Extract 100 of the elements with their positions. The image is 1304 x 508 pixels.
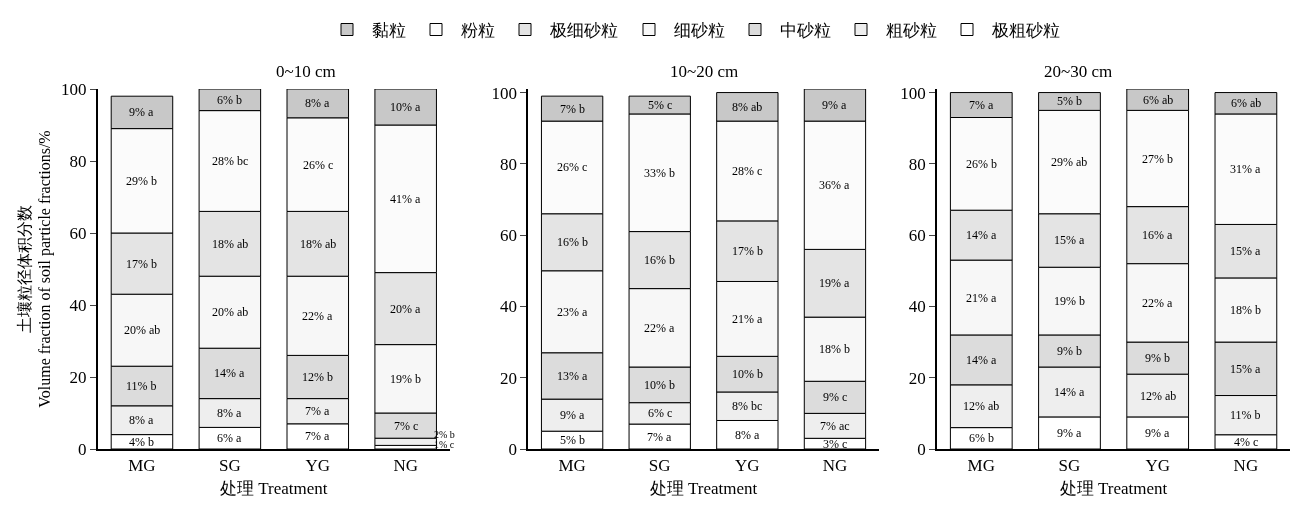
data-label: 18% b	[819, 342, 850, 356]
data-label: 41% a	[390, 192, 421, 206]
data-label: 10% a	[390, 100, 421, 114]
data-label: 9% c	[823, 390, 848, 404]
chart-title: 0~10 cm	[276, 62, 336, 81]
x-tick-label: MG	[967, 456, 995, 476]
y-tick-label: 40	[908, 297, 926, 317]
data-label: 11% b	[126, 379, 157, 393]
data-label: 14% a	[214, 366, 245, 380]
data-label: 18% ab	[300, 237, 337, 251]
data-label: 27% b	[1142, 152, 1173, 166]
data-label: 19% a	[819, 276, 850, 290]
y-tick-label: 20	[69, 367, 87, 387]
data-label: 10% b	[644, 378, 675, 392]
data-label: 26% c	[303, 158, 334, 172]
data-label: 29% b	[126, 174, 157, 188]
data-label: 12% ab	[1140, 389, 1177, 403]
data-label: 18% ab	[212, 237, 249, 251]
y-tick-label: 0	[508, 439, 517, 459]
data-label: 11% b	[1230, 408, 1261, 422]
x-tick-label: SG	[219, 456, 241, 476]
data-label: 8% a	[305, 96, 330, 110]
data-label: 8% ab	[732, 100, 763, 114]
data-label: 26% b	[966, 157, 997, 171]
y-tick-label: 0	[917, 439, 926, 459]
data-label: 21% a	[966, 291, 997, 305]
y-tick-label: 100	[900, 83, 926, 103]
data-label: 16% b	[557, 235, 588, 249]
data-label: 7% a	[969, 98, 994, 112]
data-label: 29% ab	[1051, 155, 1088, 169]
data-label: 20% ab	[124, 323, 161, 337]
data-label: 9% b	[1057, 344, 1082, 358]
data-label: 16% b	[644, 253, 675, 267]
data-label: 6% a	[217, 431, 242, 445]
legend-label: 极粗砂粒	[991, 21, 1060, 41]
y-tick-label: 80	[908, 154, 926, 174]
legend-label: 黏粒	[372, 21, 406, 41]
data-label: 21% a	[732, 312, 763, 326]
data-label: 31% a	[1230, 162, 1261, 176]
data-label: 4% c	[1234, 435, 1259, 449]
data-label: 9% a	[560, 408, 585, 422]
x-tick-label: YG	[735, 456, 760, 476]
data-label: 7% a	[647, 430, 672, 444]
x-axis-title: 处理 Treatment	[220, 479, 328, 499]
legend-label: 粗砂粒	[886, 21, 937, 41]
data-label: 19% b	[1054, 294, 1085, 308]
data-label: 5% b	[560, 433, 585, 447]
data-label: 6% ab	[1143, 93, 1174, 107]
data-label: 28% c	[732, 164, 763, 178]
x-tick-label: NG	[1233, 456, 1259, 476]
data-label: 4% b	[129, 435, 154, 449]
y-tick-label: 100	[491, 83, 517, 103]
data-label: 15% a	[1230, 244, 1261, 258]
data-label: 12% b	[302, 370, 333, 384]
data-label: 22% a	[302, 309, 333, 323]
data-label: 9% b	[1145, 351, 1170, 365]
y-tick-label: 40	[499, 297, 517, 317]
y-tick-label: 20	[499, 368, 517, 388]
y-tick-label: 60	[908, 226, 926, 246]
y-axis-title: 土壤粒径体积分数 Volume fraction of soil particle fractions/%	[15, 130, 55, 408]
data-label: 6% ab	[1231, 96, 1262, 110]
y-tick-label: 80	[499, 154, 517, 174]
data-label: 17% b	[126, 257, 157, 271]
data-label: 15% a	[1054, 233, 1085, 247]
chart-title: 20~30 cm	[1044, 62, 1113, 81]
data-label: 15% a	[1230, 362, 1261, 376]
y-tick-label: 40	[69, 295, 87, 315]
data-label: 6% b	[217, 93, 242, 107]
data-label: 20% a	[390, 302, 421, 316]
data-label: 6% b	[969, 431, 994, 445]
x-tick-label: SG	[648, 456, 671, 476]
legend-label: 中砂粒	[780, 21, 831, 41]
data-label: 36% a	[819, 178, 850, 192]
data-label: 5% b	[1057, 94, 1082, 108]
data-label: 7% ac	[820, 419, 850, 433]
data-label: 3% c	[823, 437, 848, 451]
legend-label: 细砂粒	[674, 21, 725, 41]
data-label: 8% bc	[732, 399, 763, 413]
data-label: 6% c	[648, 406, 673, 420]
x-tick-label: YG	[305, 456, 331, 476]
data-label: 7% b	[560, 102, 585, 116]
data-label: 18% b	[1230, 303, 1261, 317]
y-tick-label: 20	[908, 368, 926, 388]
data-label: 13% a	[557, 369, 588, 383]
data-label: 17% b	[732, 244, 763, 258]
data-label: 7% a	[305, 404, 330, 418]
data-label: 14% a	[966, 228, 997, 242]
legend-label: 粉粒	[461, 21, 495, 41]
data-label: 9% a	[129, 105, 154, 119]
x-axis-title: 处理 Treatment	[1059, 479, 1168, 499]
y-tick-label: 60	[69, 223, 87, 243]
data-label: 9% a	[1145, 426, 1170, 440]
y-tick-label: 0	[78, 439, 87, 459]
x-tick-label: SG	[1058, 456, 1081, 476]
data-label: 7% c	[394, 419, 419, 433]
data-label: 8% a	[129, 413, 154, 427]
x-tick-label: YG	[1145, 456, 1170, 476]
data-label: 16% a	[1142, 228, 1173, 242]
y-tick-label: 80	[69, 151, 87, 171]
data-label: 33% b	[644, 166, 675, 180]
